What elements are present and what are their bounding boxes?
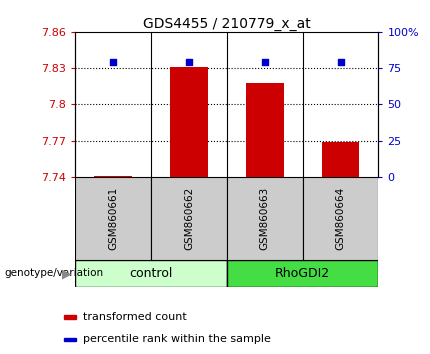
- Point: [261, 59, 268, 64]
- Text: genotype/variation: genotype/variation: [4, 268, 104, 279]
- Title: GDS4455 / 210779_x_at: GDS4455 / 210779_x_at: [143, 17, 311, 31]
- Text: GSM860664: GSM860664: [335, 187, 346, 250]
- FancyBboxPatch shape: [227, 177, 303, 260]
- Point: [337, 59, 344, 64]
- Bar: [322, 142, 359, 177]
- Point: [185, 59, 192, 64]
- Bar: [64, 338, 76, 341]
- FancyBboxPatch shape: [227, 260, 378, 287]
- Text: percentile rank within the sample: percentile rank within the sample: [83, 335, 271, 344]
- Text: control: control: [129, 267, 173, 280]
- Point: [110, 59, 117, 64]
- Bar: [64, 315, 76, 319]
- Text: transformed count: transformed count: [83, 312, 187, 322]
- Text: RhoGDI2: RhoGDI2: [275, 267, 330, 280]
- Bar: [170, 67, 208, 177]
- Text: GSM860661: GSM860661: [108, 187, 118, 250]
- Text: GSM860663: GSM860663: [260, 187, 270, 250]
- FancyBboxPatch shape: [151, 177, 227, 260]
- Text: GSM860662: GSM860662: [184, 187, 194, 250]
- Text: ▶: ▶: [62, 267, 71, 280]
- Bar: [94, 176, 132, 177]
- Bar: [246, 83, 284, 177]
- FancyBboxPatch shape: [75, 260, 227, 287]
- FancyBboxPatch shape: [75, 177, 151, 260]
- FancyBboxPatch shape: [303, 177, 378, 260]
